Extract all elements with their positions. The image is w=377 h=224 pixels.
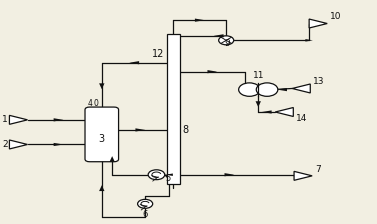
Polygon shape (54, 143, 63, 146)
Polygon shape (305, 39, 313, 42)
Polygon shape (129, 61, 139, 64)
Circle shape (219, 36, 234, 45)
Text: 8: 8 (182, 125, 188, 135)
Polygon shape (277, 88, 287, 91)
Polygon shape (9, 140, 28, 149)
Polygon shape (256, 101, 261, 107)
Text: 2: 2 (2, 140, 8, 149)
Polygon shape (195, 19, 205, 22)
Text: 10: 10 (330, 12, 342, 21)
Text: 12: 12 (152, 49, 165, 59)
Text: 0: 0 (94, 99, 99, 108)
Text: 6: 6 (143, 210, 148, 219)
Ellipse shape (256, 83, 278, 96)
Polygon shape (207, 70, 217, 73)
Text: 11: 11 (253, 71, 264, 80)
FancyBboxPatch shape (167, 34, 180, 184)
Text: 7: 7 (315, 165, 320, 174)
Polygon shape (165, 173, 173, 176)
Text: 4: 4 (88, 99, 93, 108)
Polygon shape (99, 185, 104, 191)
Polygon shape (294, 171, 312, 180)
Polygon shape (54, 118, 63, 121)
Polygon shape (292, 84, 310, 93)
Polygon shape (109, 156, 115, 162)
Polygon shape (225, 173, 234, 176)
Text: 1: 1 (2, 115, 8, 124)
Text: 14: 14 (296, 114, 307, 123)
Polygon shape (262, 110, 271, 114)
Ellipse shape (239, 83, 260, 96)
Text: 3: 3 (99, 134, 105, 144)
Polygon shape (99, 83, 104, 89)
Text: 13: 13 (313, 77, 325, 86)
Circle shape (148, 170, 165, 180)
Text: 5: 5 (165, 174, 170, 183)
Text: 9: 9 (224, 39, 230, 48)
Circle shape (138, 199, 153, 208)
Polygon shape (214, 34, 224, 37)
FancyBboxPatch shape (85, 107, 118, 162)
Polygon shape (309, 19, 327, 28)
Polygon shape (275, 108, 293, 116)
Polygon shape (9, 115, 28, 124)
Polygon shape (135, 128, 145, 131)
